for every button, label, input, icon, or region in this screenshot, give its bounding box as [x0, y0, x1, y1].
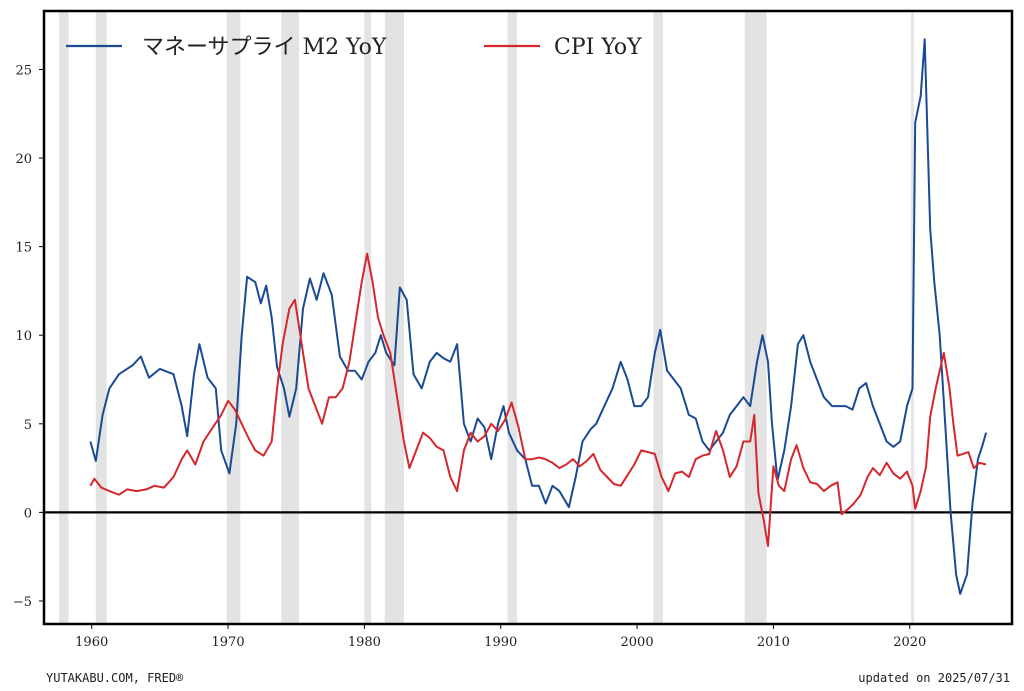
plot-frame: [42, 9, 1014, 626]
x-tick-label: 1990: [484, 635, 517, 650]
recession-band-7: [653, 11, 663, 624]
series-lines: [89, 38, 988, 595]
footer-updated: updated on 2025/07/31: [858, 671, 1010, 685]
y-tick-label: 5: [24, 418, 32, 433]
legend-label-m2: マネーサプライ M2 YoY: [142, 35, 387, 60]
y-tick-label: 10: [15, 329, 32, 344]
legend: マネーサプライ M2 YoY CPI YoY: [66, 35, 642, 60]
recession-band-8: [744, 11, 767, 624]
x-tick-label: 1970: [212, 635, 245, 650]
x-tick-label: 1980: [348, 635, 381, 650]
recession-band-4: [364, 11, 372, 624]
y-tick-label: 25: [15, 63, 32, 78]
recession-band-2: [226, 11, 241, 624]
recession-bands: [58, 11, 914, 624]
y-tick-label: 15: [15, 241, 32, 256]
footer-source: YUTAKABU.COM, FRED®: [46, 671, 184, 685]
legend-label-cpi: CPI YoY: [554, 35, 642, 60]
series-line-m2: [89, 38, 988, 595]
recession-band-0: [58, 11, 69, 624]
y-tick-label: 20: [15, 152, 32, 167]
x-tick-label: 2010: [757, 635, 790, 650]
recession-band-6: [507, 11, 518, 624]
x-tick-label: 1960: [75, 635, 108, 650]
x-axis-ticks: 1960 1970 1980 1990 2000 2010 2020: [75, 624, 926, 650]
recession-band-3: [281, 11, 299, 624]
y-tick-label: 0: [24, 506, 32, 521]
recession-band-1: [95, 11, 107, 624]
recession-band-5: [384, 11, 404, 624]
y-axis-ticks: −5 0 5 10 15 20 25: [13, 63, 44, 610]
y-tick-label: −5: [13, 595, 32, 610]
series-line-cpi: [89, 252, 987, 547]
x-tick-label: 2000: [621, 635, 654, 650]
x-tick-label: 2020: [893, 635, 926, 650]
